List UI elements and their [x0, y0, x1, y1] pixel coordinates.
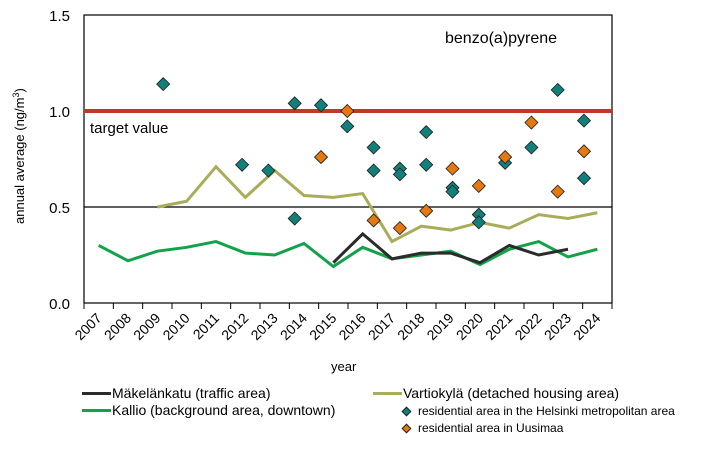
y-axis-title-sup: 3 — [11, 93, 21, 98]
x-tick-label: 2008 — [101, 310, 134, 343]
marker-uusimaa — [524, 115, 539, 130]
legend: Mäkelänkatu (traffic area) Kallio (backg… — [82, 385, 335, 419]
x-tick-label: 2024 — [570, 310, 603, 343]
marker-uusimaa — [471, 178, 486, 193]
marker-uusimaa — [576, 144, 592, 159]
x-tick-label: 2012 — [218, 310, 251, 343]
y-tick-label: 1.5 — [49, 8, 70, 25]
x-tick-label: 2019 — [423, 310, 456, 343]
marker-helsinki — [340, 119, 355, 134]
marker-helsinki — [576, 171, 592, 186]
x-tick-label: 2016 — [335, 310, 368, 343]
marker-helsinki — [156, 77, 171, 92]
legend-marker-helsinki-diamond-icon — [401, 406, 412, 417]
x-tick-label: 2009 — [130, 310, 163, 343]
marker-helsinki — [287, 211, 302, 226]
marker-helsinki — [445, 184, 460, 199]
legend-marker-uusimaa-diamond-icon — [401, 423, 412, 434]
annotation-title: benzo(a)pyrene — [445, 30, 557, 47]
plot-area — [83, 14, 613, 304]
x-tick-label: 2022 — [511, 310, 544, 343]
marker-helsinki — [235, 157, 250, 172]
marker-helsinki — [392, 167, 407, 182]
marker-helsinki — [419, 125, 434, 140]
x-tick-label: 2020 — [453, 310, 486, 343]
legend-item-helsinki-residential: residential area in the Helsinki metropo… — [399, 403, 675, 420]
x-tick-label: 2013 — [247, 310, 280, 343]
legend-item-vartiokyla: Vartiokylä (detached housing area) — [373, 385, 675, 402]
legend-label-makelankatu: Mäkelänkatu (traffic area) — [112, 385, 271, 401]
x-tick-label: 2018 — [394, 310, 427, 343]
x-tick-label: 2007 — [71, 310, 104, 343]
marker-helsinki — [366, 140, 381, 155]
marker-uusimaa — [366, 213, 381, 228]
marker-uusimaa — [340, 103, 355, 119]
marker-uusimaa — [498, 150, 513, 165]
legend-item-uusimaa-residential: residential area in Uusimaa — [399, 420, 675, 437]
x-tick-label: 2017 — [365, 310, 398, 343]
marker-helsinki — [419, 157, 434, 172]
marker-uusimaa — [419, 203, 434, 218]
legend-item-kallio: Kallio (background area, downtown) — [82, 402, 335, 419]
marker-helsinki — [261, 163, 276, 178]
x-tick-label: 2011 — [190, 310, 223, 343]
y-axis-title-main: annual average (ng/m — [12, 98, 27, 224]
y-tick-label: 0.0 — [49, 296, 70, 313]
x-tick-label: 2021 — [482, 310, 515, 343]
series-line-mäkelänkatu — [332, 231, 569, 265]
marker-helsinki — [366, 163, 381, 178]
x-tick-label: 2023 — [541, 310, 574, 343]
legend-line-vartiokyla — [373, 392, 402, 395]
marker-helsinki — [313, 98, 329, 113]
legend-line-makelankatu — [82, 392, 111, 395]
marker-uusimaa — [313, 150, 329, 165]
x-tick-label: 2015 — [306, 310, 339, 343]
marker-helsinki — [471, 215, 486, 230]
x-tick-label: 2014 — [277, 310, 310, 343]
legend-label-kallio: Kallio (background area, downtown) — [112, 402, 336, 418]
legend-right: Vartiokylä (detached housing area) resid… — [373, 385, 675, 437]
x-tick-label: 2010 — [159, 310, 192, 343]
x-axis-title: year — [331, 359, 357, 374]
y-axis-title-end: ) — [12, 88, 27, 92]
y-tick-label: 0.5 — [49, 200, 70, 217]
legend-label-helsinki-residential: residential area in the Helsinki metropo… — [418, 404, 675, 418]
marker-uusimaa — [392, 221, 407, 236]
marker-helsinki — [576, 113, 592, 128]
legend-line-kallio — [82, 409, 111, 412]
y-tick-label: 1.0 — [49, 104, 70, 121]
legend-label-uusimaa-residential: residential area in Uusimaa — [418, 421, 564, 435]
y-axis-title: annual average (ng/m3) — [11, 88, 27, 224]
marker-uusimaa — [445, 161, 460, 176]
legend-item-makelankatu: Mäkelänkatu (traffic area) — [82, 385, 335, 402]
target-value-label: target value — [90, 120, 168, 137]
marker-helsinki — [550, 82, 565, 97]
marker-uusimaa — [550, 184, 565, 199]
legend-label-vartiokyla: Vartiokylä (detached housing area) — [403, 385, 620, 401]
marker-helsinki — [524, 140, 539, 155]
marker-helsinki — [287, 96, 302, 111]
